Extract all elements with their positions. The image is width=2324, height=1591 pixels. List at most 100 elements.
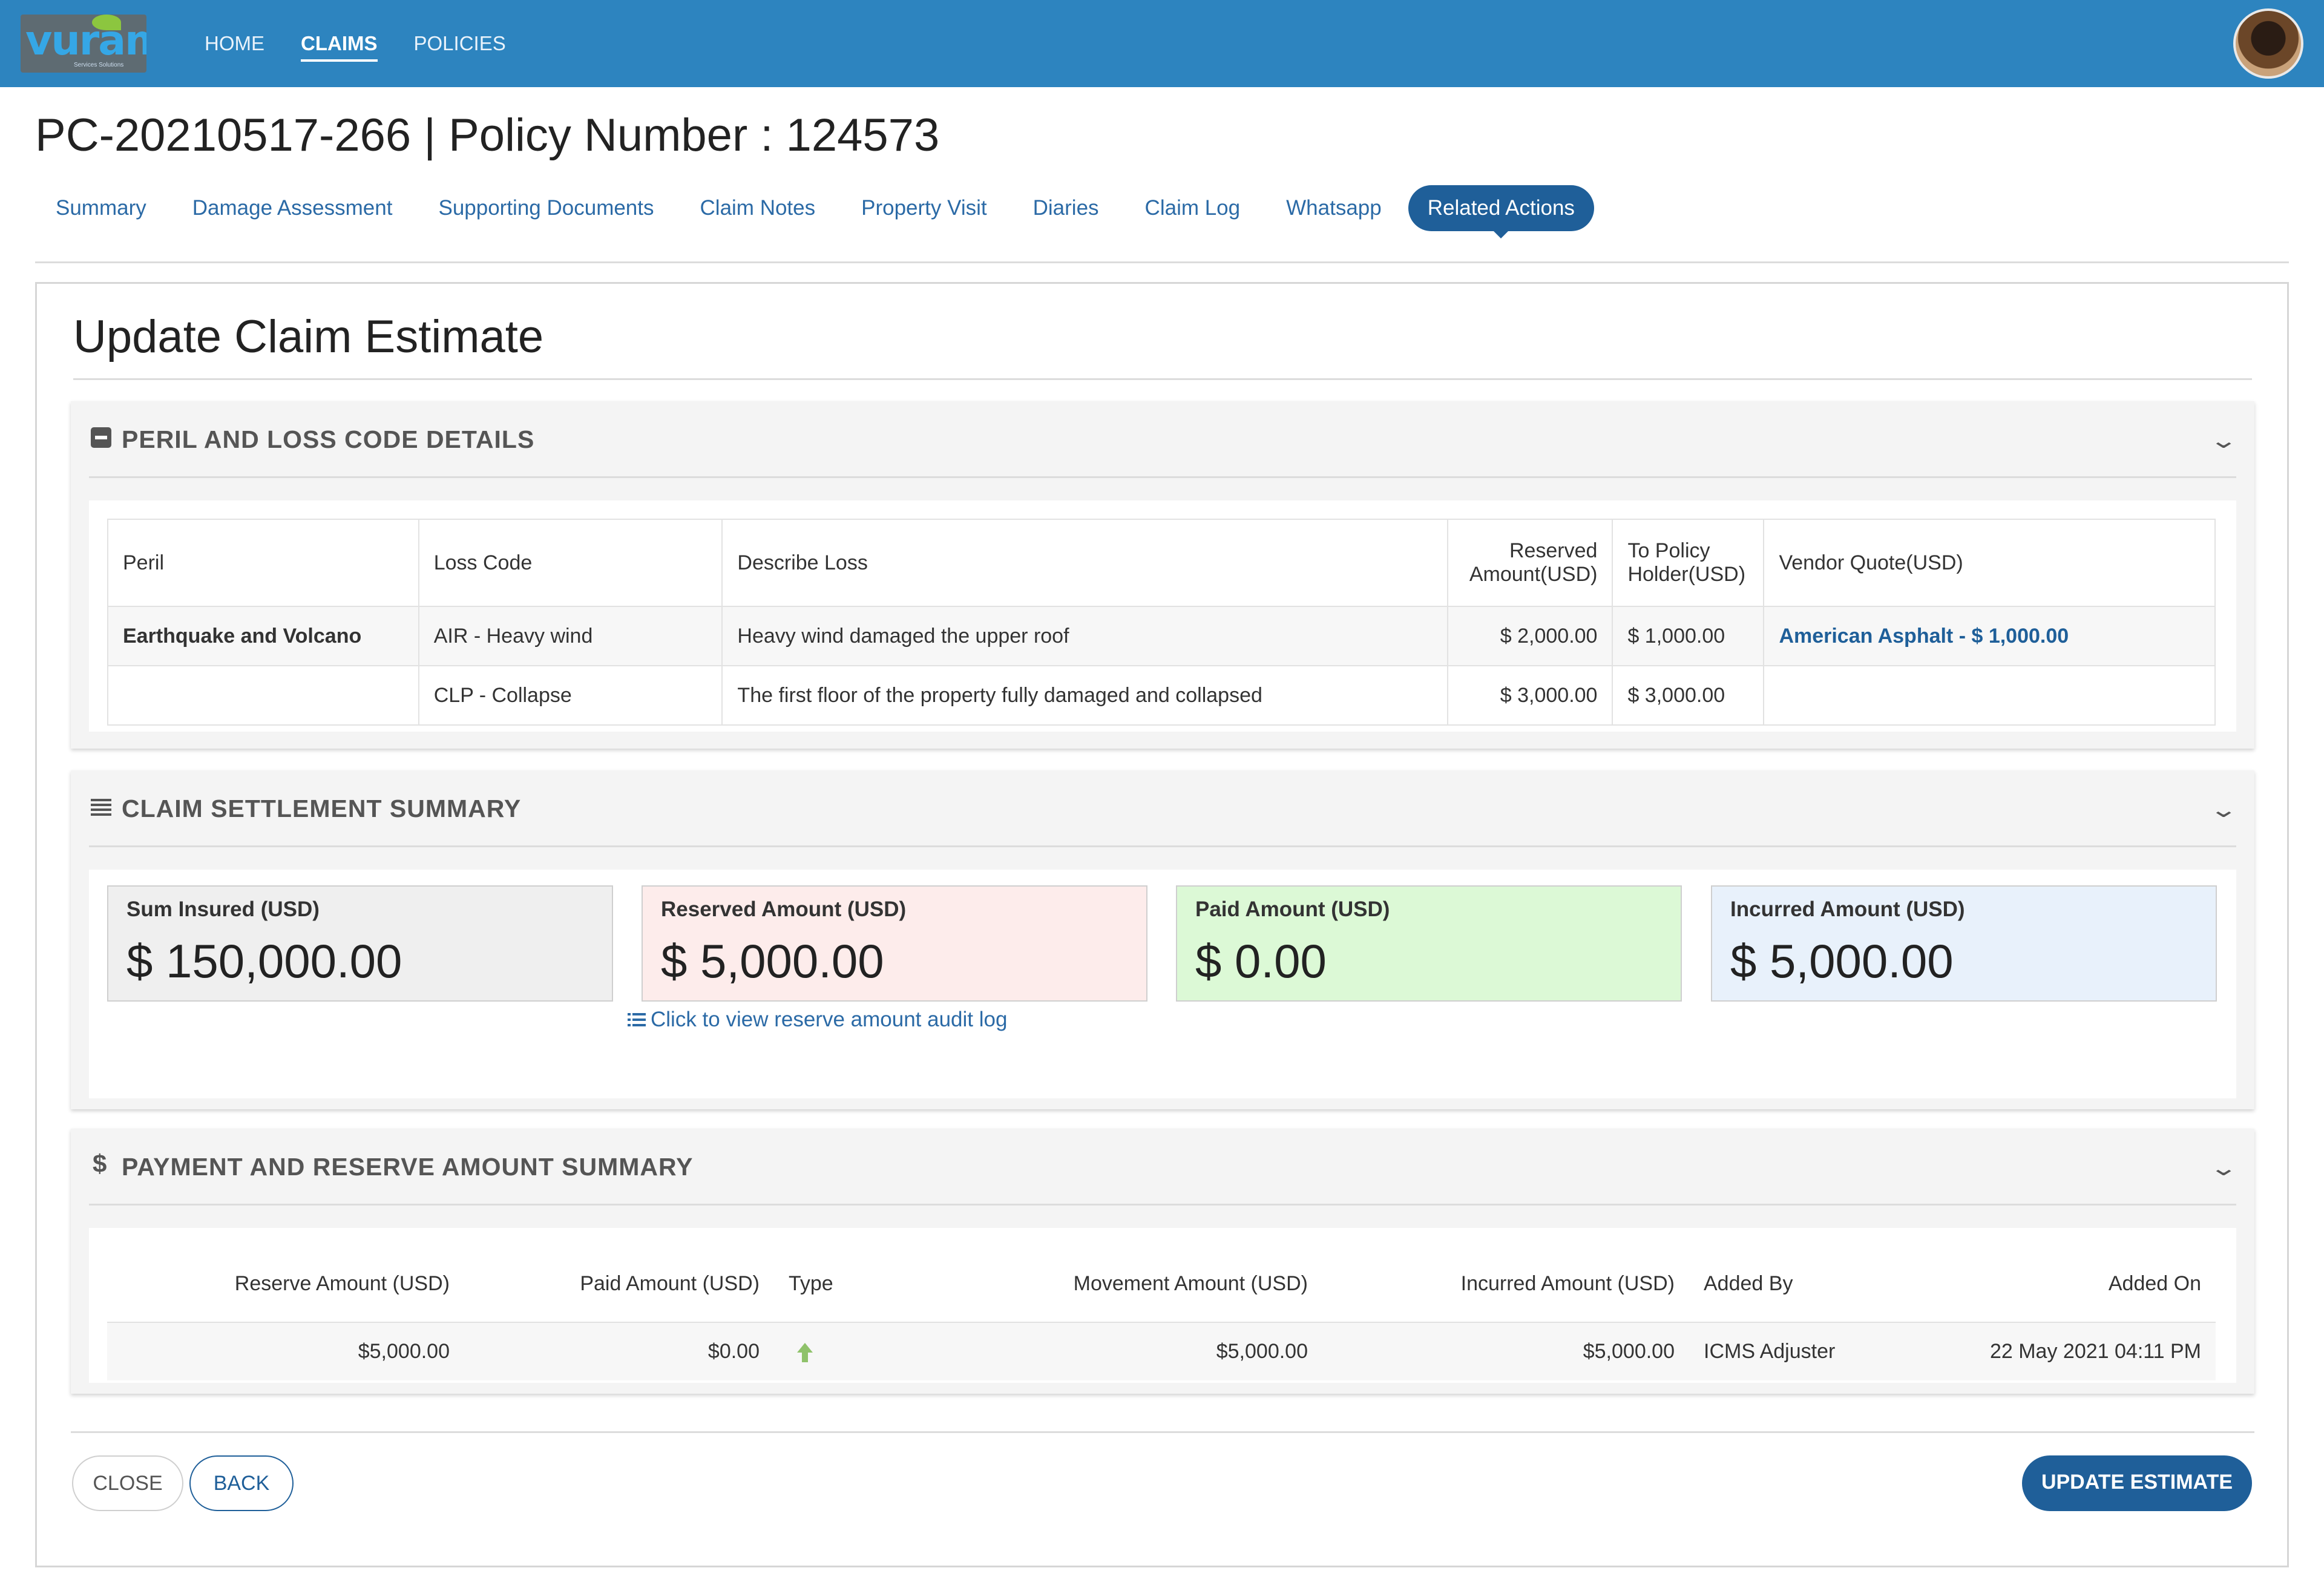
nav-claims[interactable]: CLAIMS bbox=[301, 0, 378, 87]
tabs-divider bbox=[35, 261, 2289, 263]
cell-incurred-amount: $5,000.00 bbox=[1322, 1322, 1689, 1380]
cell-loss-code: AIR - Heavy wind bbox=[418, 606, 723, 666]
tab-claim-notes[interactable]: Claim Notes bbox=[700, 196, 816, 220]
dollar-icon: $ bbox=[93, 1149, 107, 1178]
col-reserved-amount: Reserved Amount(USD) bbox=[1447, 519, 1613, 607]
vendor-quote-link[interactable] bbox=[1763, 665, 2216, 726]
logo-tagline: Services Solutions bbox=[74, 62, 124, 68]
cell-added-on: 22 May 2021 04:11 PM bbox=[1931, 1322, 2216, 1380]
list-icon bbox=[628, 1013, 646, 1026]
arrow-up-icon bbox=[797, 1343, 813, 1362]
user-avatar[interactable] bbox=[2233, 8, 2303, 79]
footer-divider bbox=[71, 1431, 2254, 1433]
back-button[interactable]: BACK bbox=[189, 1455, 294, 1511]
section-divider bbox=[89, 476, 2236, 478]
col-added-on: Added On bbox=[1931, 1246, 2216, 1323]
cell-reserved-amount: $ 3,000.00 bbox=[1447, 665, 1613, 726]
sum-insured-box: Sum Insured (USD) $ 150,000.00 bbox=[107, 885, 613, 1002]
section-divider bbox=[89, 845, 2236, 847]
nav-policies[interactable]: POLICIES bbox=[413, 32, 506, 54]
settlement-section: CLAIM SETTLEMENT SUMMARY ⌄ Sum Insured (… bbox=[71, 770, 2254, 1109]
payment-table: Reserve Amount (USD) Paid Amount (USD) T… bbox=[107, 1246, 2216, 1380]
cell-to-policy-holder: $ 1,000.00 bbox=[1612, 606, 1765, 666]
tab-whatsapp[interactable]: Whatsapp bbox=[1286, 196, 1382, 220]
tab-claim-log[interactable]: Claim Log bbox=[1144, 196, 1241, 220]
vendor-quote-link[interactable]: American Asphalt - $ 1,000.00 bbox=[1763, 606, 2216, 666]
col-paid-amount: Paid Amount (USD) bbox=[464, 1246, 774, 1323]
cell-to-policy-holder: $ 3,000.00 bbox=[1612, 665, 1765, 726]
audit-log-link-text: Click to view reserve amount audit log bbox=[651, 1008, 1008, 1031]
paid-amount-label: Paid Amount (USD) bbox=[1195, 897, 1390, 921]
company-logo[interactable]: vuram Services Solutions bbox=[21, 15, 146, 73]
peril-section: PERIL AND LOSS CODE DETAILS ⌄ Peril Loss… bbox=[71, 401, 2254, 749]
paid-amount-box: Paid Amount (USD) $ 0.00 bbox=[1176, 885, 1682, 1002]
col-peril: Peril bbox=[107, 519, 419, 607]
reserved-amount-label: Reserved Amount (USD) bbox=[661, 897, 907, 921]
cell-reserved-amount: $ 2,000.00 bbox=[1447, 606, 1613, 666]
claim-tabs: Summary Damage Assessment Supporting Doc… bbox=[36, 185, 1594, 238]
cell-peril: Earthquake and Volcano bbox=[107, 606, 419, 666]
col-reserve-amount: Reserve Amount (USD) bbox=[107, 1246, 464, 1323]
tab-diaries[interactable]: Diaries bbox=[1032, 196, 1099, 220]
col-loss-code: Loss Code bbox=[418, 519, 723, 607]
tab-supporting-documents[interactable]: Supporting Documents bbox=[438, 196, 654, 220]
sum-insured-value: $ 150,000.00 bbox=[126, 934, 402, 988]
table-header-row: Reserve Amount (USD) Paid Amount (USD) T… bbox=[107, 1246, 2216, 1323]
incurred-amount-value: $ 5,000.00 bbox=[1730, 934, 1954, 988]
cell-movement-amount: $5,000.00 bbox=[895, 1322, 1322, 1380]
paid-amount-value: $ 0.00 bbox=[1195, 934, 1327, 988]
top-navbar: vuram Services Solutions HOME CLAIMS POL… bbox=[0, 0, 2324, 87]
col-added-by: Added By bbox=[1689, 1246, 1931, 1323]
table-row: $5,000.00 $0.00 $5,000.00 $5,000.00 ICMS… bbox=[107, 1322, 2216, 1380]
peril-table: Peril Loss Code Describe Loss Reserved A… bbox=[107, 519, 2216, 726]
payment-table-container: Reserve Amount (USD) Paid Amount (USD) T… bbox=[89, 1228, 2236, 1383]
col-to-policy-holder: To Policy Holder(USD) bbox=[1612, 519, 1765, 607]
close-button[interactable]: CLOSE bbox=[72, 1455, 183, 1511]
chevron-down-icon[interactable]: ⌄ bbox=[2208, 1155, 2239, 1180]
tab-summary[interactable]: Summary bbox=[56, 196, 146, 220]
col-type: Type bbox=[774, 1246, 895, 1323]
table-row: Earthquake and Volcano AIR - Heavy wind … bbox=[107, 606, 2216, 666]
payment-section-header[interactable]: $ PAYMENT AND RESERVE AMOUNT SUMMARY ⌄ bbox=[71, 1129, 2254, 1204]
peril-section-header[interactable]: PERIL AND LOSS CODE DETAILS ⌄ bbox=[71, 401, 2254, 476]
cell-describe-loss: The first floor of the property fully da… bbox=[721, 665, 1449, 726]
payment-section-title: PAYMENT AND RESERVE AMOUNT SUMMARY bbox=[122, 1153, 694, 1181]
settlement-body: Sum Insured (USD) $ 150,000.00 Reserved … bbox=[89, 870, 2236, 1098]
cell-paid-amount: $0.00 bbox=[464, 1322, 774, 1380]
incurred-amount-label: Incurred Amount (USD) bbox=[1730, 897, 1965, 921]
audit-log-link[interactable]: Click to view reserve amount audit log bbox=[628, 1008, 1007, 1032]
update-estimate-card: Update Claim Estimate PERIL AND LOSS COD… bbox=[35, 282, 2289, 1567]
settlement-section-title: CLAIM SETTLEMENT SUMMARY bbox=[122, 795, 522, 822]
section-divider bbox=[89, 1204, 2236, 1206]
reserved-amount-value: $ 5,000.00 bbox=[661, 934, 884, 988]
peril-section-title: PERIL AND LOSS CODE DETAILS bbox=[122, 425, 535, 453]
col-vendor-quote: Vendor Quote(USD) bbox=[1763, 519, 2216, 607]
card-title-divider bbox=[73, 378, 2252, 380]
table-row: CLP - Collapse The first floor of the pr… bbox=[107, 665, 2216, 726]
logo-leaf-icon bbox=[92, 15, 121, 30]
page-title: PC-20210517-266 | Policy Number : 124573 bbox=[35, 110, 940, 161]
lines-icon bbox=[91, 799, 111, 816]
tab-damage-assessment[interactable]: Damage Assessment bbox=[192, 196, 393, 220]
cell-describe-loss: Heavy wind damaged the upper roof bbox=[721, 606, 1449, 666]
tab-property-visit[interactable]: Property Visit bbox=[861, 196, 987, 220]
payment-section: $ PAYMENT AND RESERVE AMOUNT SUMMARY ⌄ R… bbox=[71, 1129, 2254, 1394]
logo-text: vuram bbox=[25, 17, 146, 65]
settlement-section-header[interactable]: CLAIM SETTLEMENT SUMMARY ⌄ bbox=[71, 770, 2254, 845]
cell-peril bbox=[107, 665, 419, 726]
chevron-down-icon[interactable]: ⌄ bbox=[2208, 428, 2239, 453]
tab-related-actions[interactable]: Related Actions bbox=[1408, 185, 1594, 238]
cell-type bbox=[774, 1322, 895, 1380]
card-title: Update Claim Estimate bbox=[73, 311, 544, 362]
nav-home[interactable]: HOME bbox=[205, 32, 264, 54]
cell-loss-code: CLP - Collapse bbox=[418, 665, 723, 726]
table-header-row: Peril Loss Code Describe Loss Reserved A… bbox=[107, 519, 2216, 607]
peril-table-container: Peril Loss Code Describe Loss Reserved A… bbox=[89, 500, 2236, 732]
chevron-down-icon[interactable]: ⌄ bbox=[2208, 797, 2239, 822]
main-nav: HOME CLAIMS POLICIES bbox=[205, 0, 506, 87]
update-estimate-button[interactable]: UPDATE ESTIMATE bbox=[2022, 1455, 2252, 1511]
cell-added-by: ICMS Adjuster bbox=[1689, 1322, 1931, 1380]
col-incurred-amount: Incurred Amount (USD) bbox=[1322, 1246, 1689, 1323]
col-movement-amount: Movement Amount (USD) bbox=[895, 1246, 1322, 1323]
minus-square-icon bbox=[91, 427, 111, 448]
